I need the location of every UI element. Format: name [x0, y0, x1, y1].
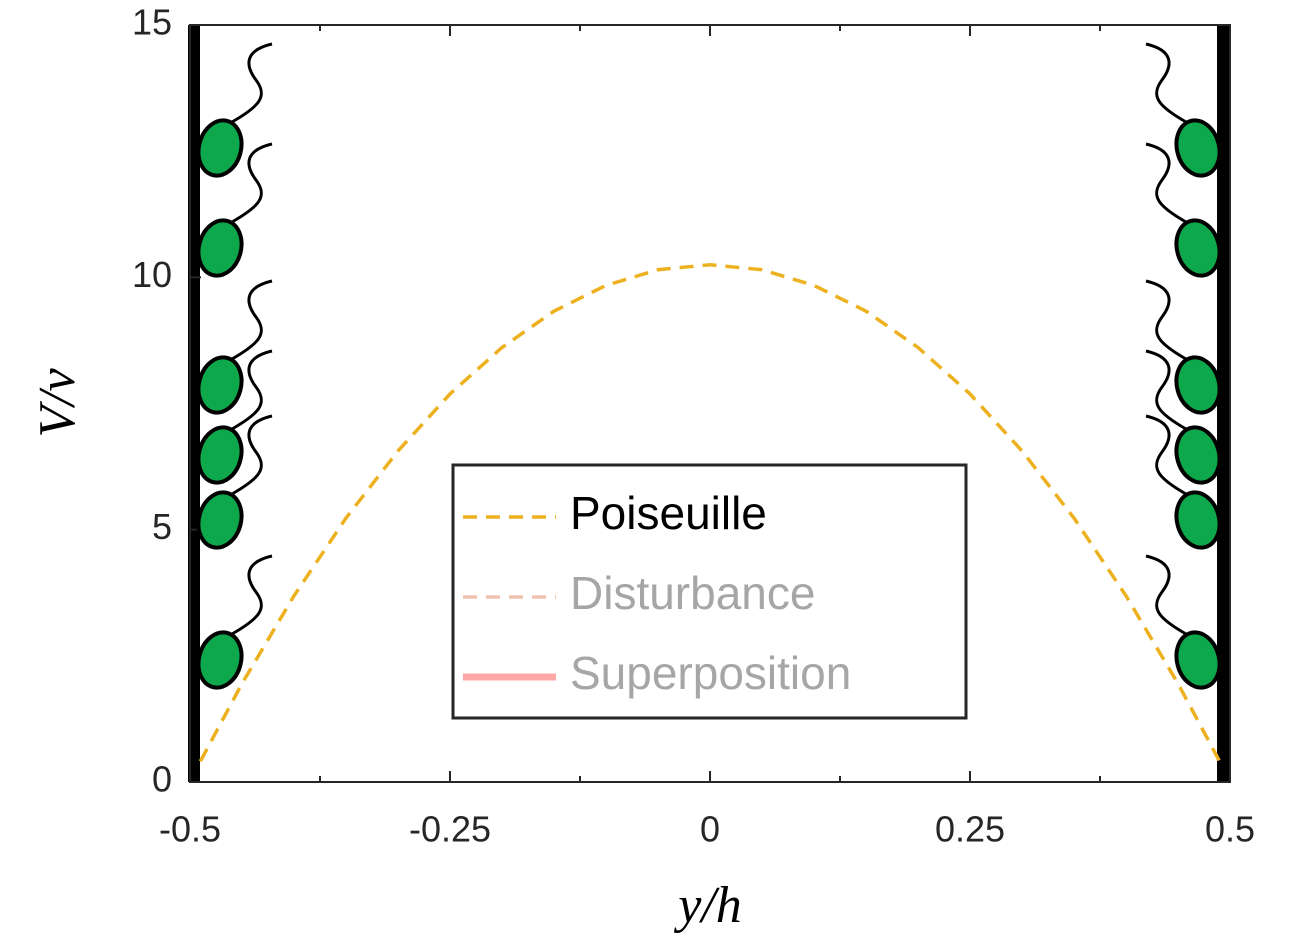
bacterium — [196, 355, 244, 415]
flagellum — [1145, 554, 1187, 636]
right-wall — [1217, 25, 1229, 782]
legend-label: Disturbance — [570, 567, 815, 619]
bacterium — [196, 490, 244, 550]
x-axis-label: y/h — [673, 877, 742, 934]
bacterium — [1174, 490, 1222, 550]
flagellum — [231, 42, 273, 124]
y-tick-label: 0 — [152, 759, 172, 800]
bacterium — [1174, 218, 1222, 278]
flagellum — [1145, 414, 1187, 496]
bacterium — [196, 630, 244, 690]
bacterium — [196, 425, 244, 485]
x-tick-label: 0 — [700, 809, 720, 850]
bacterium — [196, 218, 244, 278]
bacterium — [196, 118, 244, 178]
flagellum — [231, 279, 273, 361]
bacterium — [1174, 118, 1222, 178]
bacterium — [1174, 425, 1222, 485]
legend-label: Superposition — [570, 647, 851, 699]
flagellum — [231, 349, 273, 431]
y-tick-label: 5 — [152, 506, 172, 547]
flagellum — [1145, 142, 1187, 224]
y-axis-label: V/v — [29, 367, 86, 437]
flagellum — [231, 414, 273, 496]
flagellum — [231, 554, 273, 636]
y-tick-label: 10 — [132, 254, 172, 295]
x-tick-label: -0.25 — [409, 809, 491, 850]
bacterium — [1174, 355, 1222, 415]
flagellum — [231, 142, 273, 224]
y-tick-label: 15 — [132, 2, 172, 43]
flagellum — [1145, 279, 1187, 361]
flagellum — [1145, 349, 1187, 431]
legend-label: Poiseuille — [570, 487, 767, 539]
legend: Poiseuille Disturbance Superposition — [451, 463, 968, 720]
bacterium — [1174, 630, 1222, 690]
x-tick-label: -0.5 — [159, 809, 221, 850]
x-tick-label: 0.5 — [1205, 809, 1255, 850]
series-line — [198, 262, 1222, 763]
flagellum — [1145, 42, 1187, 124]
x-tick-label: 0.25 — [935, 809, 1005, 850]
